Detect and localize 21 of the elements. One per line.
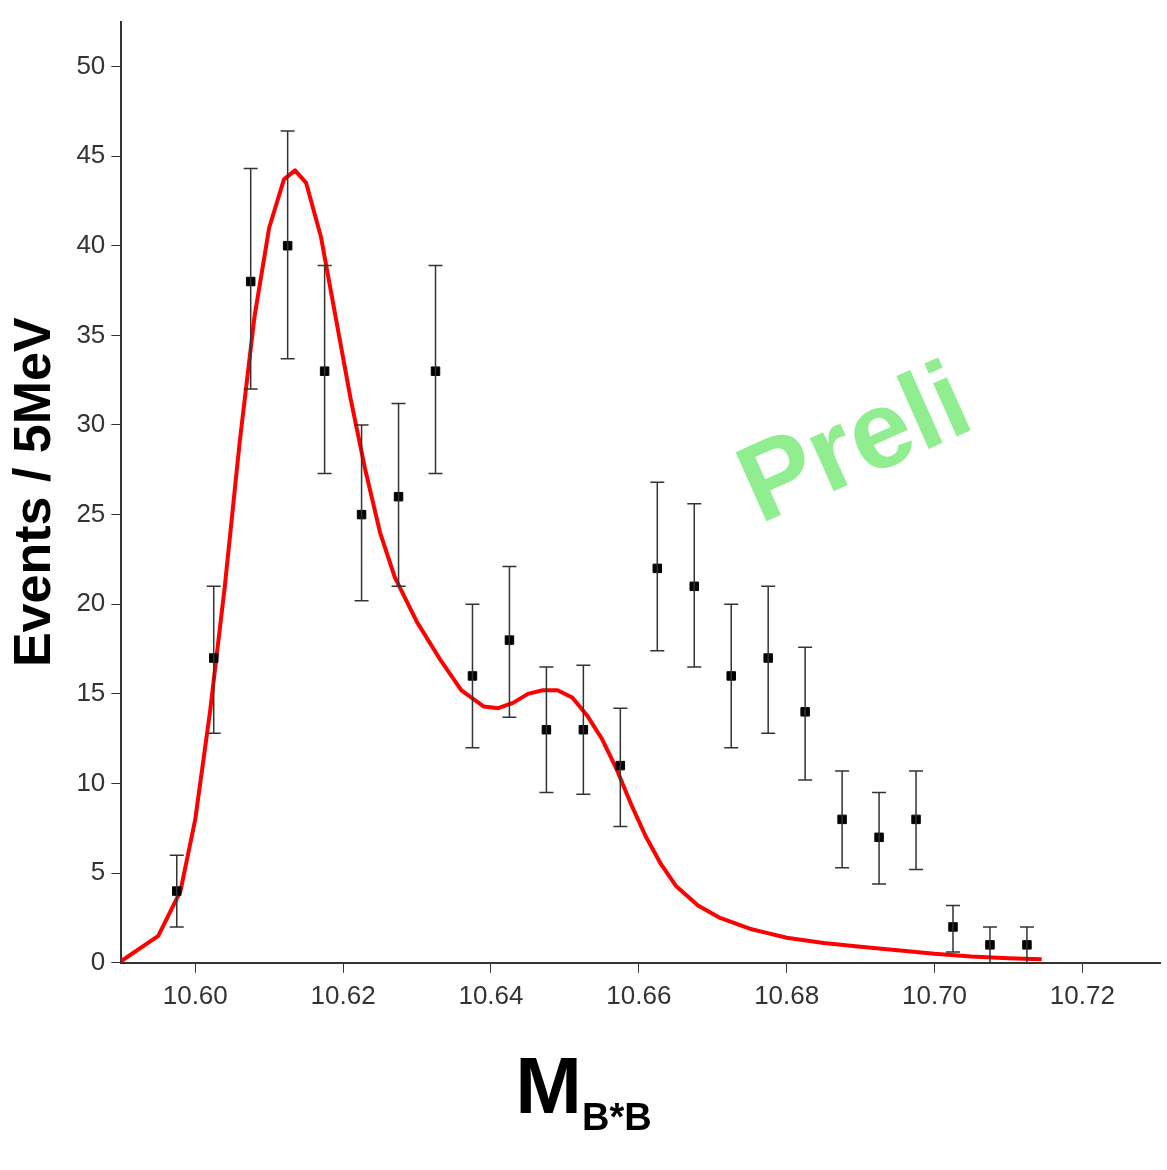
y-tick-label: 25 [76, 497, 106, 528]
y-tick-label: 40 [76, 228, 106, 259]
y-tick-label: 0 [90, 945, 106, 976]
y-tick-label: 50 [76, 49, 106, 80]
y-tick-label: 30 [76, 408, 106, 439]
x-tick-label: 10.70 [901, 979, 968, 1010]
y-tick-label: 20 [76, 587, 106, 618]
x-tick-label: 10.62 [310, 979, 376, 1010]
y-tick-label: 10 [76, 766, 106, 797]
y-axis-title: Events / 5MeV [2, 317, 61, 668]
x-tick-label: 10.60 [162, 979, 228, 1010]
x-tick-label: 10.66 [606, 979, 672, 1010]
x-tick-label: 10.68 [754, 979, 820, 1010]
y-tick-label: 35 [76, 318, 106, 349]
x-tick-label: 10.72 [1049, 979, 1115, 1010]
annotation: Preli [718, 334, 988, 547]
y-tick-label: 45 [76, 139, 106, 170]
x-tick-label: 10.64 [458, 979, 524, 1010]
y-tick-label: 15 [76, 677, 106, 708]
y-tick-label: 5 [90, 856, 106, 887]
x-axis-title: M$_{B*B}$ [514, 1040, 653, 1139]
